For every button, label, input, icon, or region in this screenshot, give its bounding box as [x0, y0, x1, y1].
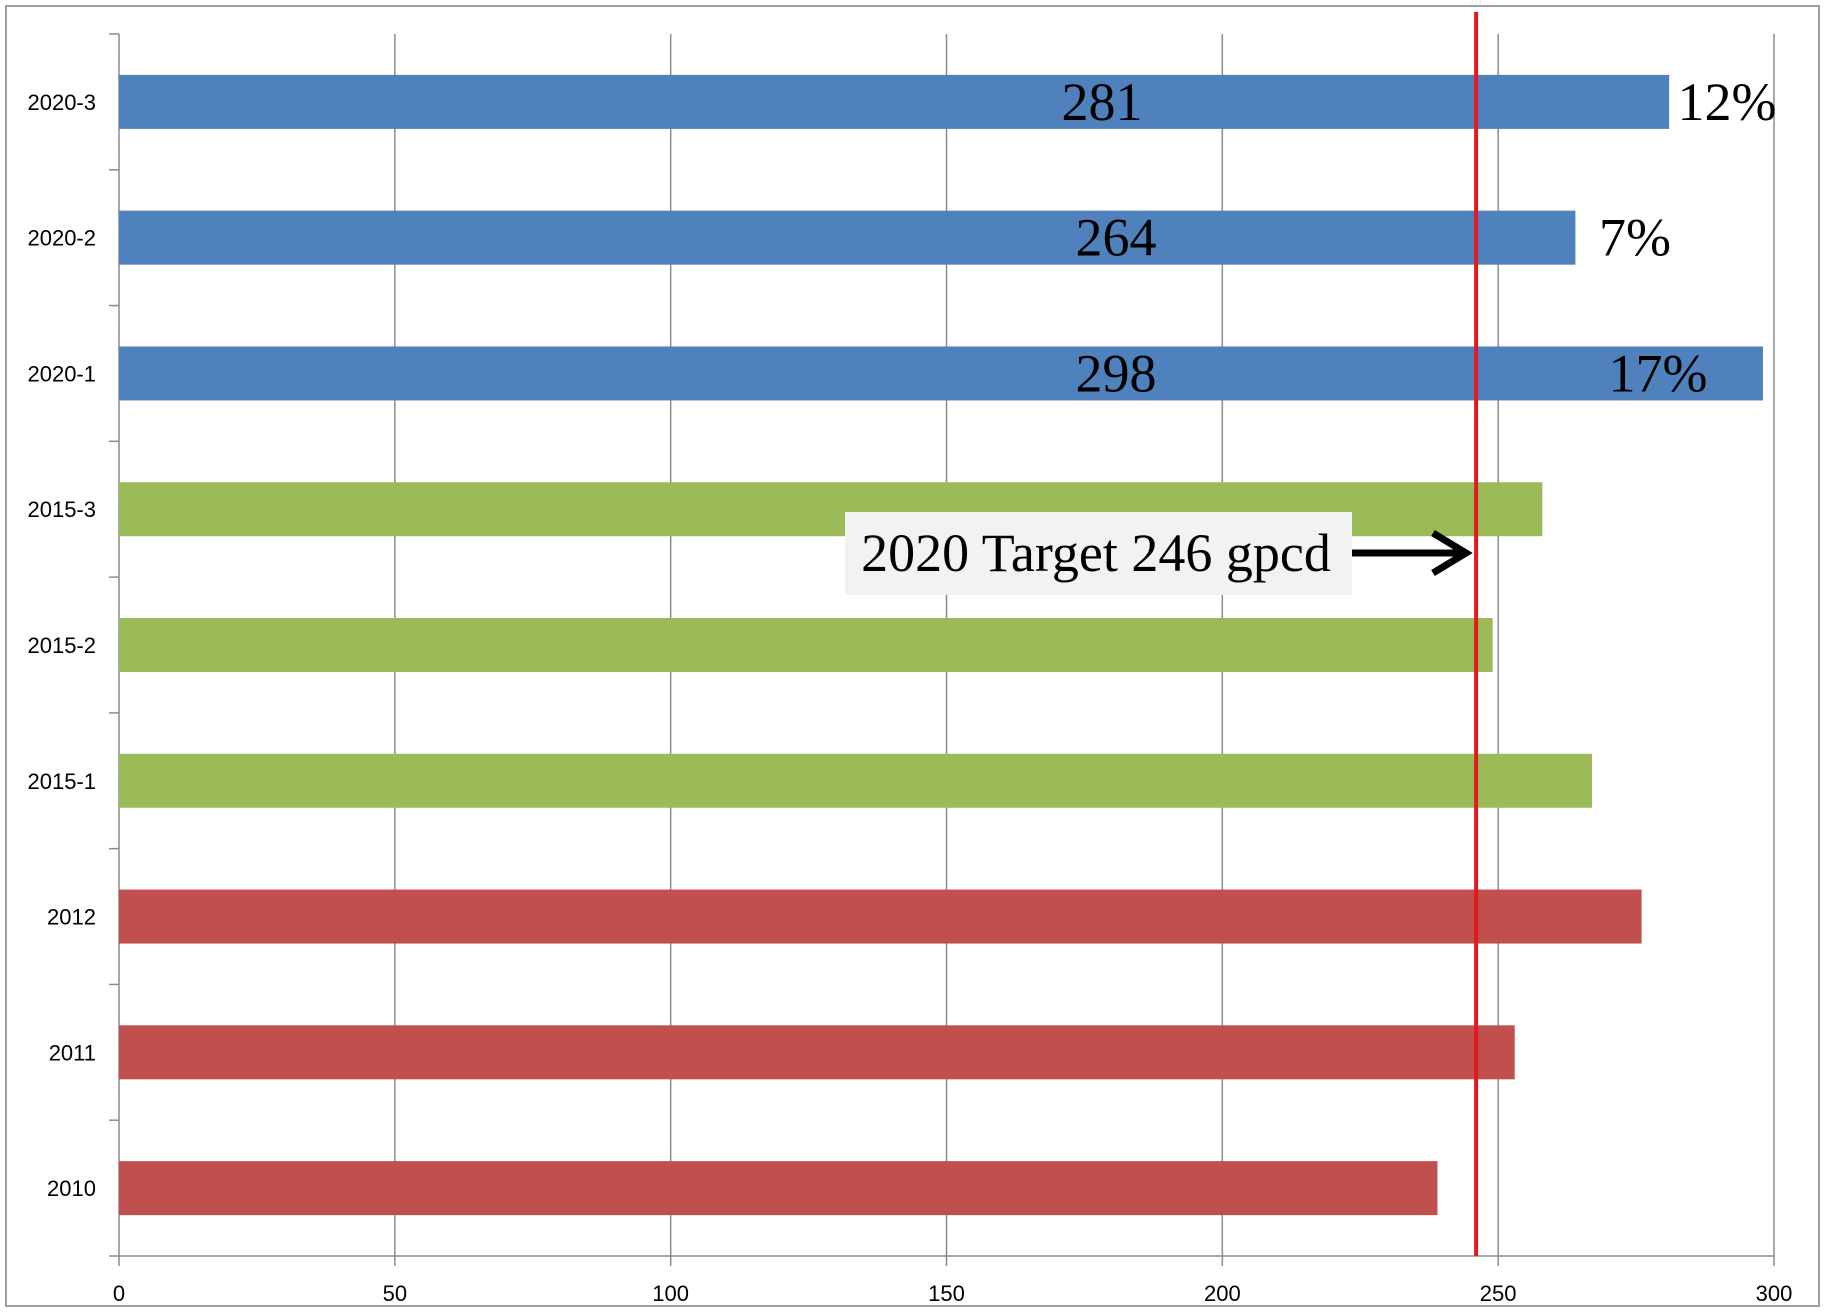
category-label: 2020-3 — [27, 90, 96, 115]
annotation-box — [845, 512, 1352, 595]
category-label: 2015-3 — [27, 497, 96, 522]
x-tick-label: 100 — [652, 1281, 689, 1306]
bar — [119, 753, 1592, 808]
x-tick-label: 50 — [383, 1281, 407, 1306]
bar — [119, 346, 1763, 401]
category-label: 2015-2 — [27, 633, 96, 658]
bar-value-label: 264 — [1076, 208, 1157, 268]
category-label: 2020-2 — [27, 226, 96, 251]
percent-label: 17% — [1609, 343, 1708, 403]
percent-label: 7% — [1599, 208, 1671, 268]
bar — [119, 1025, 1515, 1080]
chart-frame — [5, 5, 1820, 1307]
bar — [119, 74, 1670, 129]
plot-area: 0 50 100 150 200 250 300 2020-3 2020-2 2020-1 2015… — [5, 5, 1820, 1307]
percent-label: 12% — [1678, 72, 1777, 132]
category-label: 2010 — [47, 1176, 96, 1201]
bar — [119, 1161, 1438, 1216]
bar-value-label: 298 — [1076, 343, 1157, 403]
bar-value-label: 281 — [1062, 72, 1143, 132]
category-label: 2015-1 — [27, 769, 96, 794]
annotation-arrow-head — [1431, 530, 1473, 576]
category-label: 2012 — [47, 905, 96, 930]
category-label: 2011 — [49, 1040, 96, 1065]
x-tick-label: 250 — [1480, 1281, 1517, 1306]
annotation-text: 2020 Target 246 gpcd — [861, 523, 1331, 583]
x-tick-label: 300 — [1756, 1281, 1793, 1306]
x-tick-label: 200 — [1204, 1281, 1241, 1306]
x-tick-label: 0 — [113, 1281, 125, 1306]
bar — [119, 889, 1642, 944]
bar — [119, 618, 1493, 672]
x-tick-label: 150 — [928, 1281, 965, 1306]
category-label: 2020-1 — [27, 361, 96, 386]
bar — [119, 210, 1576, 265]
